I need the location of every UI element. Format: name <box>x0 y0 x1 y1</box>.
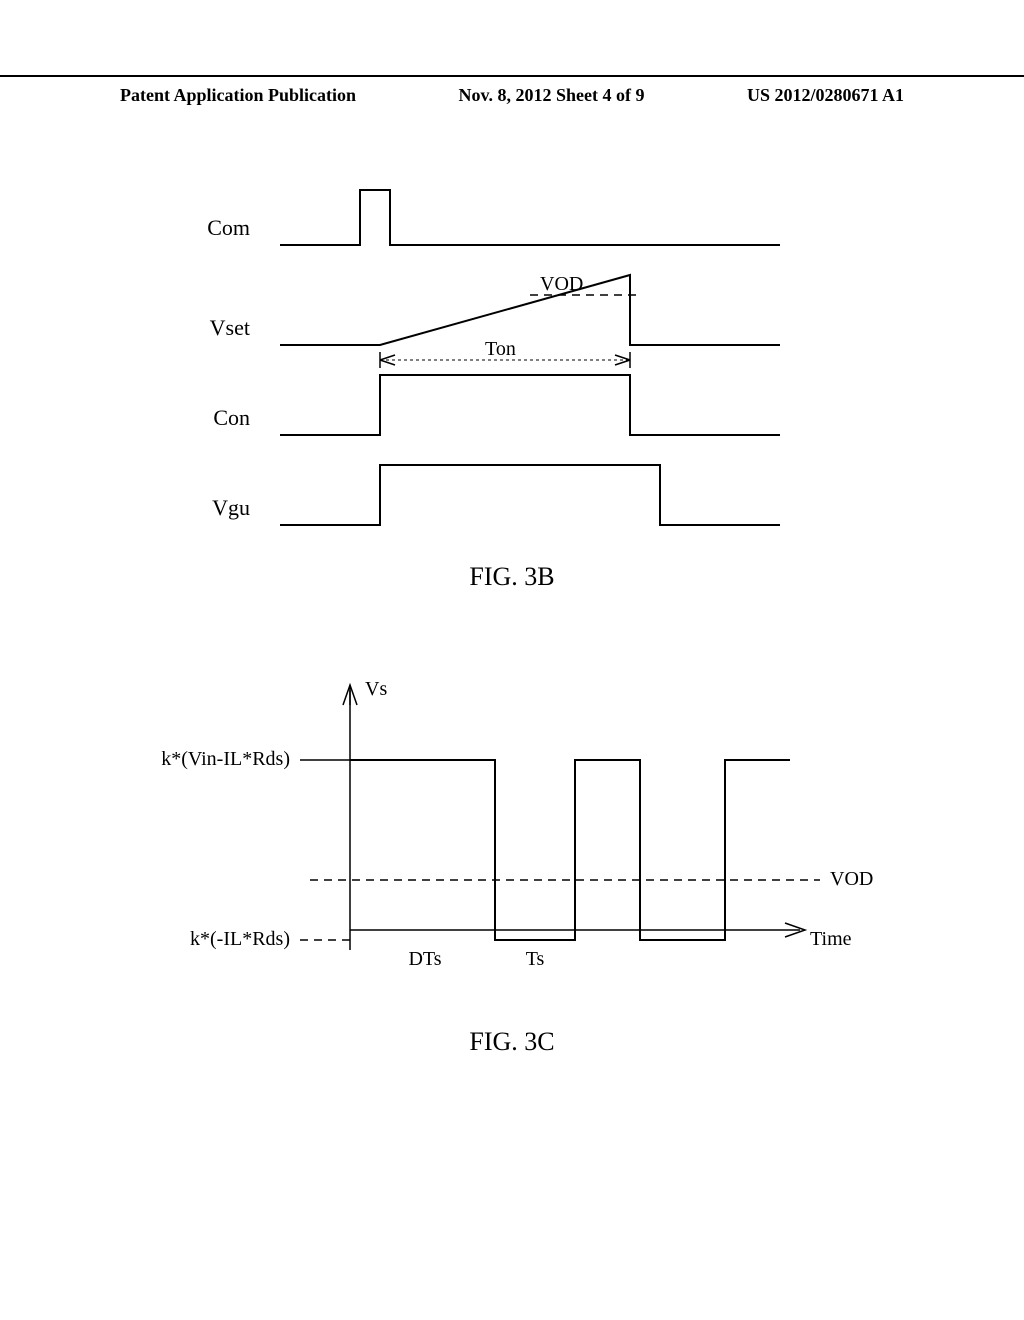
fig-3c-svg: Vs Time k*(Vin-IL*Rds) k*(-IL*Rds) VOD D… <box>0 630 1024 1130</box>
con-label: Con <box>213 405 250 430</box>
signal-vgu: Vgu <box>212 465 780 525</box>
header-right: US 2012/0280671 A1 <box>747 85 904 106</box>
header-center: Nov. 8, 2012 Sheet 4 of 9 <box>459 85 645 106</box>
header-left: Patent Application Publication <box>120 85 356 106</box>
vgu-label: Vgu <box>212 495 250 520</box>
signal-com: Com <box>207 190 780 245</box>
com-label: Com <box>207 215 250 240</box>
fig-3c-caption: FIG. 3C <box>469 1027 554 1056</box>
signal-vset: Vset VOD Ton <box>210 273 780 368</box>
y-axis: Vs <box>343 678 387 950</box>
fig-3b-caption: FIG. 3B <box>469 562 554 591</box>
square-wave <box>350 760 790 940</box>
x-axis: Time <box>350 923 852 950</box>
ton-label: Ton <box>485 338 516 360</box>
page-header: Patent Application Publication Nov. 8, 2… <box>0 75 1024 106</box>
vs-label: Vs <box>365 678 387 700</box>
ts-label: Ts <box>526 948 545 970</box>
time-label: Time <box>810 928 852 950</box>
signal-con: Con <box>213 375 780 435</box>
fig-3b-svg: Com Vset VOD Ton Con <box>0 160 1024 600</box>
y-high-label: k*(Vin-IL*Rds) <box>161 748 290 770</box>
vset-label: Vset <box>210 315 250 340</box>
header-row: Patent Application Publication Nov. 8, 2… <box>0 85 1024 106</box>
vod-label-3c: VOD <box>830 868 873 890</box>
dts-label: DTs <box>408 948 441 970</box>
y-low-label: k*(-IL*Rds) <box>190 928 290 950</box>
vod-label-3b: VOD <box>540 273 583 295</box>
patent-page: Patent Application Publication Nov. 8, 2… <box>0 0 1024 1320</box>
